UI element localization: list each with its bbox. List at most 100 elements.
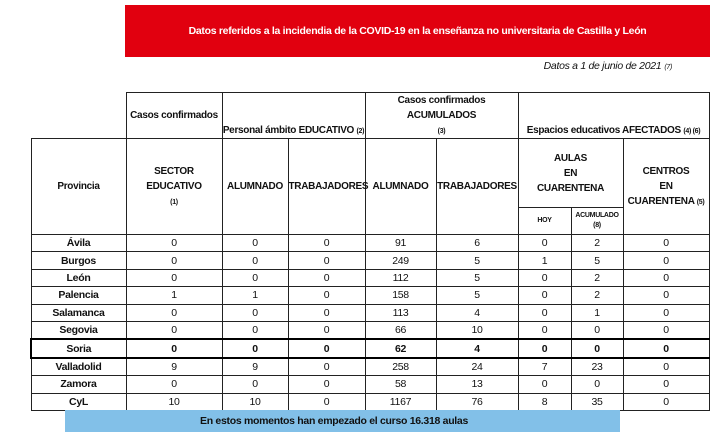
value-cell: 0 (287, 320, 366, 340)
provincia-cell: CyL (30, 392, 127, 411)
value-cell: 0 (517, 233, 572, 253)
value-cell: 0 (287, 233, 366, 253)
value-cell: 0 (287, 286, 366, 305)
value-cell: 1 (221, 286, 289, 305)
table-row: Soria 0 0 0 62 4 0 0 0 (30, 338, 710, 359)
title-banner: Datos referidos a la incidendia de la CO… (125, 5, 710, 57)
value-cell: 13 (435, 375, 519, 394)
provincia-cell: Burgos (30, 251, 127, 270)
date-text: Datos a 1 de junio de 2021 (543, 60, 662, 72)
value-cell: 35 (570, 392, 624, 411)
group-acumulados: Casos confirmados ACUMULADOS (3) (364, 92, 519, 139)
provincia-cell: Salamanca (30, 303, 127, 322)
value-cell: 0 (221, 375, 289, 394)
value-cell: 0 (622, 375, 710, 394)
value-cell: 1 (570, 303, 624, 322)
table-row: Palencia 1 1 0 158 5 0 2 0 (30, 286, 710, 305)
value-cell: 0 (221, 251, 289, 270)
provincia-cell: Valladolid (30, 357, 127, 377)
value-cell: 1167 (364, 392, 437, 411)
value-cell: 9 (221, 357, 289, 377)
provincia-cell: Soria (30, 338, 127, 359)
value-cell: 66 (364, 320, 437, 340)
value-cell: 0 (221, 303, 289, 322)
value-cell: 0 (125, 338, 223, 359)
value-cell: 0 (622, 338, 710, 359)
value-cell: 0 (570, 375, 624, 394)
value-cell: 0 (125, 233, 223, 253)
provincia-cell: Segovia (30, 320, 127, 340)
value-cell: 0 (622, 233, 710, 253)
group-personal: Personal ámbito EDUCATIVO (2) (221, 92, 366, 139)
value-cell: 0 (125, 320, 223, 340)
value-cell: 0 (517, 303, 572, 322)
value-cell: 0 (287, 357, 366, 377)
provincia-cell: Ávila (30, 233, 127, 253)
value-cell: 91 (364, 233, 437, 253)
date-note: (7) (664, 64, 672, 71)
value-cell: 0 (287, 338, 366, 359)
value-cell: 0 (517, 375, 572, 394)
col-provincia: Provincia (30, 138, 127, 235)
value-cell: 1 (125, 286, 223, 305)
value-cell: 10 (221, 392, 289, 411)
col-trabajadores-acum: TRABAJADORES (435, 138, 519, 235)
table-row: León 0 0 0 112 5 0 2 0 (30, 268, 710, 288)
value-cell: 0 (622, 392, 710, 411)
value-cell: 10 (435, 320, 519, 340)
value-cell: 249 (364, 251, 437, 270)
value-cell: 1 (517, 251, 572, 270)
value-cell: 7 (517, 357, 572, 377)
provincia-cell: Palencia (30, 286, 127, 305)
value-cell: 23 (570, 357, 624, 377)
value-cell: 58 (364, 375, 437, 394)
group-espacios: Espacios educativos AFECTADOS (4) (6) (517, 92, 710, 139)
value-cell: 0 (221, 320, 289, 340)
provincia-cell: León (30, 268, 127, 288)
col-hoy: HOY (517, 207, 572, 235)
col-aulas: AULAS EN CUARENTENA (517, 138, 624, 208)
value-cell: 9 (125, 357, 223, 377)
table-row: Burgos 0 0 0 249 5 1 5 0 (30, 251, 710, 270)
value-cell: 0 (622, 320, 710, 340)
value-cell: 0 (517, 338, 572, 359)
value-cell: 5 (435, 251, 519, 270)
value-cell: 5 (435, 286, 519, 305)
value-cell: 5 (435, 268, 519, 288)
data-date: Datos a 1 de junio de 2021 (7) (543, 60, 673, 72)
value-cell: 0 (517, 320, 572, 340)
group-casos: Casos confirmados (125, 92, 223, 139)
table-row: Zamora 0 0 0 58 13 0 0 0 (30, 375, 710, 394)
col-acumulado: ACUMULADO (8) (570, 207, 624, 235)
page-title: Datos referidos a la incidendia de la CO… (188, 25, 647, 37)
col-centros: CENTROS EN CUARENTENA (5) (622, 138, 710, 235)
value-cell: 113 (364, 303, 437, 322)
value-cell: 62 (364, 338, 437, 359)
col-sector: SECTOR EDUCATIVO (1) (125, 138, 223, 235)
value-cell: 0 (287, 303, 366, 322)
value-cell: 0 (622, 286, 710, 305)
value-cell: 0 (622, 303, 710, 322)
value-cell: 76 (435, 392, 519, 411)
col-trabajadores: TRABAJADORES (287, 138, 369, 235)
col-alumnado-acum: ALUMNADO (364, 138, 437, 235)
value-cell: 4 (435, 338, 519, 359)
corner-cell (31, 92, 127, 139)
value-cell: 258 (364, 357, 437, 377)
value-cell: 0 (517, 286, 572, 305)
footer-note-bar: En estos momentos han empezado el curso … (65, 410, 620, 432)
value-cell: 0 (287, 375, 366, 394)
value-cell: 0 (125, 251, 223, 270)
value-cell: 5 (570, 251, 624, 270)
value-cell: 158 (364, 286, 437, 305)
value-cell: 0 (622, 268, 710, 288)
col-alumnado: ALUMNADO (221, 138, 289, 235)
value-cell: 2 (570, 268, 624, 288)
value-cell: 0 (221, 233, 289, 253)
value-cell: 0 (221, 338, 289, 359)
value-cell: 0 (570, 320, 624, 340)
value-cell: 0 (570, 338, 624, 359)
value-cell: 4 (435, 303, 519, 322)
provincia-cell: Zamora (30, 375, 127, 394)
value-cell: 0 (125, 303, 223, 322)
